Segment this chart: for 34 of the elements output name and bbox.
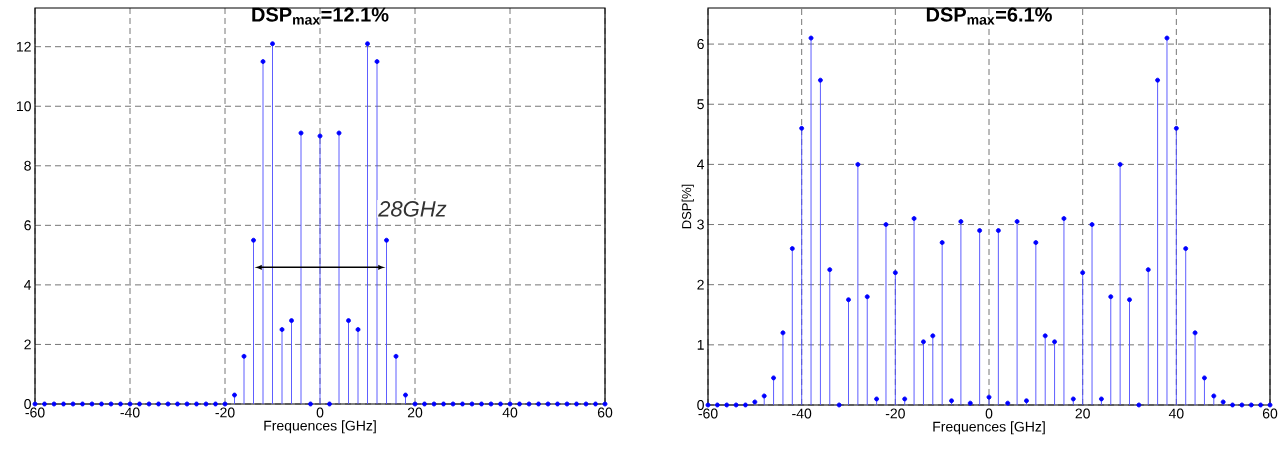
x-tick-label: -40 [792,408,812,419]
y-axis-title: DSP[%] [681,184,694,229]
y-tick-label: 10 [16,101,31,112]
x-tick-label: 60 [1262,408,1278,419]
y-tick-label: 0 [697,400,704,410]
y-tick-label: 0 [24,399,31,409]
y-tick-label: 2 [697,279,704,290]
y-tick-label: 1 [697,340,704,350]
x-axis-title: Frequences [GHz] [264,420,376,434]
chart-title: DSP$_{max}$=12.1% [252,7,389,25]
x-tick-label: 20 [407,407,423,418]
x-tick-label: 40 [1168,408,1184,419]
chart-title: DSP$_{max}$=6.1% [926,7,1052,25]
x-tick-label: 0 [316,407,324,418]
x-tick-label: 40 [502,407,518,418]
x-tick-label: -20 [885,408,905,419]
y-tick-label: 6 [697,39,704,50]
x-tick-label: 60 [597,407,613,418]
y-tick-label: 12 [16,41,31,52]
x-tick-label: 0 [985,408,993,419]
y-tick-label: 5 [697,99,704,110]
x-tick-label: -60 [698,408,718,419]
annotation: 28GHz [378,201,447,217]
x-axis-title: Frequences [GHz] [933,421,1045,435]
y-tick-label: 6 [24,220,31,231]
x-tick-label: -20 [215,407,235,418]
y-tick-label: 4 [24,280,32,290]
x-tick-label: -60 [25,407,45,418]
y-tick-label: 3 [697,219,704,230]
x-tick-label: 20 [1075,408,1090,419]
y-tick-label: 4 [697,159,705,170]
x-tick-label: -40 [120,407,140,418]
y-tick-label: 8 [24,160,31,171]
y-tick-label: 2 [24,339,31,350]
